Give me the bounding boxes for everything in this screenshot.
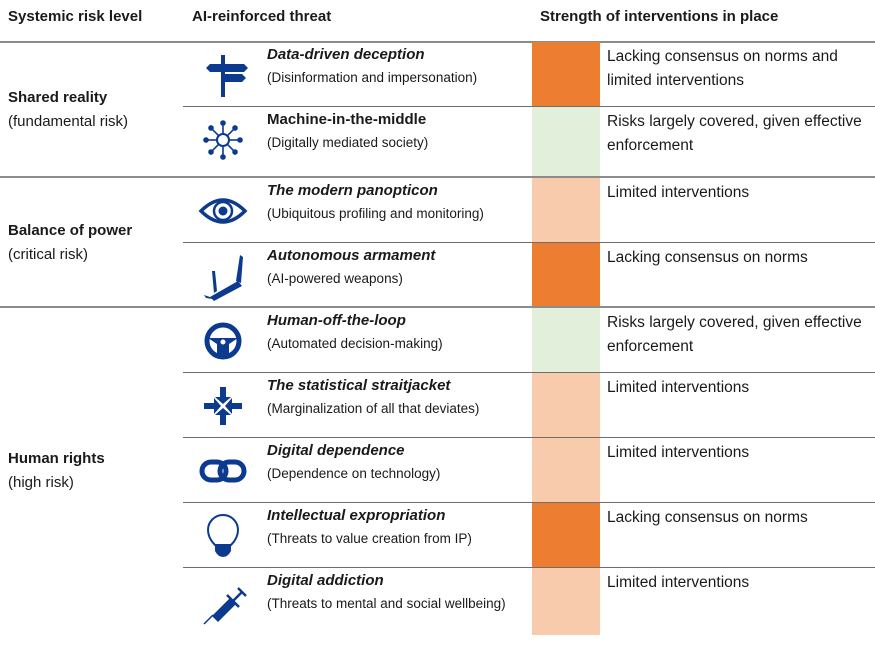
signpost-icon [198,50,248,100]
table-row: Data-driven deception (Disinformation an… [0,42,875,107]
lightbulb-icon [198,511,248,561]
group-level: (critical risk) [8,246,88,263]
strength-color-cell [532,178,600,243]
table-row: Digital addiction (Threats to mental and… [0,568,875,635]
row-divider [183,242,875,243]
table-row: The statistical straitjacket (Marginaliz… [0,373,875,438]
threat-title: Data-driven deception [267,46,425,63]
group-balance-of-power: Balance of power (critical risk) [8,219,132,267]
row-divider [183,437,875,438]
chain-link-icon [198,446,248,496]
header-divider [0,41,875,43]
threat-description: (Dependence on technology) [267,466,441,481]
group-human-rights: Human rights (high risk) [8,447,105,495]
threat-description: (Marginalization of all that deviates) [267,401,480,416]
strength-color-cell [532,503,600,568]
row-divider [183,372,875,373]
group-shared-reality: Shared reality (fundamental risk) [8,86,128,134]
threat-title: Intellectual expropriation [267,507,446,524]
threat-description: (Threats to mental and social wellbeing) [267,596,506,611]
strength-text: Limited interventions [607,184,750,201]
strength-color-cell [532,42,600,107]
steering-wheel-icon [198,316,248,366]
row-divider [0,306,875,308]
strength-text: Risks largely covered, given effective e… [607,314,862,355]
table-row: Human-off-the-loop (Automated decision-m… [0,308,875,373]
strength-text: Limited interventions [607,379,750,396]
threat-description: (AI-powered weapons) [267,271,403,286]
threat-title: Machine-in-the-middle [267,111,427,128]
strength-color-cell [532,568,600,635]
header-threat: AI-reinforced threat [192,8,332,25]
threat-title: The modern panopticon [267,182,438,199]
group-name: Shared reality [8,89,108,106]
threat-description: (Threats to value creation from IP) [267,531,472,546]
strength-text: Lacking consensus on norms and limited i… [607,48,838,89]
threat-description: (Digitally mediated society) [267,135,429,150]
threat-title: Autonomous armament [267,247,436,264]
strength-color-cell [532,438,600,503]
row-divider [183,567,875,568]
strength-text: Risks largely covered, given effective e… [607,113,862,154]
row-divider [183,106,875,107]
network-hub-icon [198,115,248,165]
pocket-knife-icon [198,251,248,301]
table-row: Machine-in-the-middle (Digitally mediate… [0,107,875,178]
strength-text: Lacking consensus on norms [607,249,808,266]
strength-color-cell [532,107,600,178]
threat-title: Digital addiction [267,572,384,589]
table-row: Autonomous armament (AI-powered weapons)… [0,243,875,308]
strength-color-cell [532,308,600,373]
row-divider [0,176,875,178]
syringe-icon [198,576,248,626]
threat-description: (Ubiquitous profiling and monitoring) [267,206,484,221]
header-strength: Strength of interventions in place [540,8,779,25]
threat-description: (Automated decision-making) [267,336,443,351]
group-name: Human rights [8,450,105,467]
threat-title: Human-off-the-loop [267,312,406,329]
strength-text: Limited interventions [607,574,750,591]
strength-text: Limited interventions [607,444,750,461]
threat-description: (Disinformation and impersonation) [267,70,478,85]
eye-icon [198,186,248,236]
strength-color-cell [532,373,600,438]
threat-title: Digital dependence [267,442,405,459]
table-row: Digital dependence (Dependence on techno… [0,438,875,503]
strength-color-cell [532,243,600,308]
threat-title: The statistical straitjacket [267,377,451,394]
group-level: (high risk) [8,474,74,491]
table-row: Intellectual expropriation (Threats to v… [0,503,875,568]
group-level: (fundamental risk) [8,113,129,130]
row-divider [183,502,875,503]
strength-text: Lacking consensus on norms [607,509,808,526]
arrows-inward-icon [198,381,248,431]
header-risk-level: Systemic risk level [8,8,143,25]
table-row: The modern panopticon (Ubiquitous profil… [0,178,875,243]
group-name: Balance of power [8,222,133,239]
